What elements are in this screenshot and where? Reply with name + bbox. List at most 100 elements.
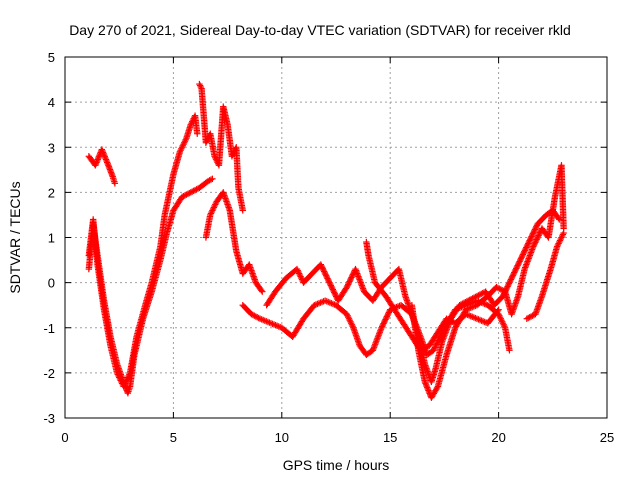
data-point [181, 139, 188, 146]
data-point [435, 335, 443, 343]
data-point [113, 369, 121, 377]
data-point [382, 314, 390, 322]
data-point [345, 314, 352, 321]
y-axis-label: SDTVAR / TECUs [7, 181, 23, 293]
data-point [347, 318, 354, 325]
y-axis-ticks: -3 -2 -1 0 1 2 3 4 5 [43, 50, 607, 426]
data-point [120, 383, 127, 390]
y-tick-label: 0 [48, 276, 55, 291]
data-point [207, 176, 215, 183]
data-point [506, 347, 513, 354]
data-point [431, 345, 438, 353]
y-tick-label: 4 [48, 95, 55, 110]
x-tick-label: 20 [491, 430, 505, 445]
data-point [206, 177, 213, 184]
data-point [183, 191, 190, 198]
data-point [252, 313, 259, 320]
data-point [202, 139, 210, 146]
y-tick-label: 3 [48, 140, 55, 155]
data-point [184, 190, 192, 198]
data-point [347, 320, 355, 327]
data-point [381, 317, 389, 325]
chart-title: Day 270 of 2021, Sidereal Day-to-day VTE… [69, 22, 571, 38]
y-tick-label: 1 [48, 231, 55, 246]
data-point [196, 82, 204, 89]
data-point [181, 192, 189, 199]
data-point [383, 313, 391, 320]
data-point [211, 202, 218, 210]
data-point [346, 317, 353, 324]
x-axis-label: GPS time / hours [283, 457, 390, 473]
data-point [209, 205, 217, 213]
data-point [498, 317, 505, 324]
data-point [209, 175, 216, 183]
data-point [348, 321, 356, 328]
data-point [501, 323, 508, 330]
data-point [187, 189, 194, 196]
data-point [117, 377, 124, 384]
data-point [178, 145, 185, 152]
data-point [378, 324, 385, 331]
data-point [254, 314, 261, 321]
data-point [182, 136, 189, 143]
data-point [430, 347, 437, 354]
data-point [499, 318, 506, 325]
x-tick-label: 15 [383, 430, 397, 445]
data-point [116, 375, 124, 383]
y-tick-label: -2 [43, 366, 55, 381]
data-point [496, 314, 504, 321]
data-point [210, 204, 218, 211]
data-point [349, 323, 356, 330]
data-point [190, 187, 197, 195]
data-point [382, 316, 389, 323]
data-point [500, 321, 507, 328]
x-tick-label: 10 [275, 430, 289, 445]
data-point [180, 192, 187, 200]
data-point [123, 375, 131, 383]
x-tick-label: 5 [170, 430, 177, 445]
y-tick-label: 2 [48, 185, 55, 200]
grid-lines [65, 57, 607, 418]
x-tick-label: 0 [61, 430, 68, 445]
data-point [239, 207, 246, 214]
data-point [181, 138, 189, 145]
data-point [343, 311, 351, 318]
data-point [255, 314, 262, 322]
data-point [380, 320, 387, 327]
data-points [85, 80, 567, 401]
y-tick-label: -1 [43, 321, 55, 336]
data-point [194, 130, 201, 137]
data-point [116, 374, 123, 381]
data-point [384, 310, 392, 318]
data-point [187, 121, 194, 128]
x-tick-label: 25 [600, 430, 614, 445]
data-point [122, 378, 129, 386]
data-point [385, 309, 393, 316]
data-point [435, 337, 442, 344]
data-point [204, 177, 212, 185]
data-point [228, 153, 236, 160]
data-point [380, 318, 388, 326]
data-point [345, 315, 353, 322]
data-point [207, 210, 215, 217]
data-point [176, 148, 184, 155]
data-point [121, 380, 129, 387]
data-point [180, 141, 187, 148]
data-point [258, 287, 265, 294]
data-point [197, 83, 205, 91]
data-point [177, 147, 184, 154]
data-point [499, 320, 507, 327]
data-point [208, 208, 215, 216]
data-point [497, 315, 504, 322]
data-point [125, 372, 132, 380]
data-point [178, 144, 186, 151]
data-point [178, 193, 186, 201]
data-point [432, 342, 439, 350]
data-point [179, 142, 186, 149]
series-trace-c [85, 112, 201, 390]
data-point [121, 381, 128, 389]
data-point [212, 201, 219, 208]
data-point [209, 207, 216, 214]
data-point [384, 312, 391, 319]
